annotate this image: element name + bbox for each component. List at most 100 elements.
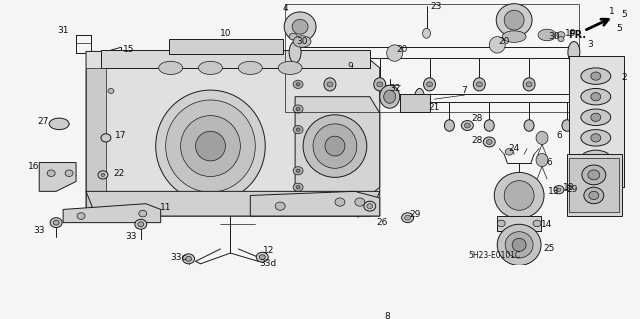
Ellipse shape xyxy=(180,115,241,176)
Circle shape xyxy=(465,123,470,128)
Ellipse shape xyxy=(238,61,262,74)
Circle shape xyxy=(293,105,303,113)
Circle shape xyxy=(108,88,114,93)
Polygon shape xyxy=(63,204,161,223)
Circle shape xyxy=(582,165,605,185)
Circle shape xyxy=(182,254,195,264)
Circle shape xyxy=(138,222,144,227)
Text: 14: 14 xyxy=(541,220,553,229)
Circle shape xyxy=(135,219,147,229)
Text: 26: 26 xyxy=(376,218,387,227)
Circle shape xyxy=(50,218,62,227)
Circle shape xyxy=(591,134,601,142)
Text: 12: 12 xyxy=(262,246,274,255)
Ellipse shape xyxy=(292,19,308,34)
Bar xyxy=(497,216,541,231)
Ellipse shape xyxy=(581,109,611,125)
Ellipse shape xyxy=(384,90,396,103)
Text: 11: 11 xyxy=(160,203,172,212)
Text: 33: 33 xyxy=(125,232,136,241)
Ellipse shape xyxy=(324,78,336,91)
Text: 6: 6 xyxy=(546,158,552,167)
Text: 33d: 33d xyxy=(260,259,277,268)
Ellipse shape xyxy=(581,150,611,167)
Ellipse shape xyxy=(502,31,526,42)
Ellipse shape xyxy=(538,29,556,41)
Circle shape xyxy=(296,128,300,131)
Text: 13: 13 xyxy=(548,187,560,196)
Ellipse shape xyxy=(524,120,534,131)
Text: 5: 5 xyxy=(621,10,627,19)
Circle shape xyxy=(591,93,601,101)
Circle shape xyxy=(355,198,365,206)
Circle shape xyxy=(402,213,413,223)
Circle shape xyxy=(404,215,411,220)
Text: 9: 9 xyxy=(347,62,353,71)
Circle shape xyxy=(259,255,265,260)
Text: 10: 10 xyxy=(220,29,231,38)
Text: 33c: 33c xyxy=(170,253,187,262)
Circle shape xyxy=(584,187,604,204)
Polygon shape xyxy=(295,97,380,196)
Text: 28: 28 xyxy=(472,136,483,145)
Ellipse shape xyxy=(494,172,544,219)
Ellipse shape xyxy=(505,232,533,258)
Circle shape xyxy=(293,183,303,191)
Circle shape xyxy=(293,125,303,134)
Circle shape xyxy=(591,113,601,122)
Ellipse shape xyxy=(156,90,265,202)
Circle shape xyxy=(53,220,59,225)
Circle shape xyxy=(101,134,111,142)
Polygon shape xyxy=(86,191,380,216)
Circle shape xyxy=(557,188,561,191)
Ellipse shape xyxy=(380,85,399,108)
Circle shape xyxy=(526,82,532,87)
Ellipse shape xyxy=(166,100,255,192)
Ellipse shape xyxy=(581,88,611,105)
Ellipse shape xyxy=(512,238,526,251)
Circle shape xyxy=(426,82,433,87)
Polygon shape xyxy=(569,159,619,212)
Text: 31: 31 xyxy=(58,26,69,35)
Circle shape xyxy=(289,33,297,40)
Polygon shape xyxy=(86,51,380,216)
Ellipse shape xyxy=(504,181,534,210)
Circle shape xyxy=(293,167,303,175)
Ellipse shape xyxy=(198,61,223,74)
Text: 7: 7 xyxy=(461,86,467,95)
Circle shape xyxy=(296,83,300,86)
Ellipse shape xyxy=(374,78,386,91)
Circle shape xyxy=(296,169,300,172)
Polygon shape xyxy=(86,68,106,216)
Ellipse shape xyxy=(325,136,345,156)
Circle shape xyxy=(335,198,345,206)
Circle shape xyxy=(589,191,599,200)
Text: 18: 18 xyxy=(563,183,575,192)
Circle shape xyxy=(497,220,505,227)
Circle shape xyxy=(558,37,564,41)
Ellipse shape xyxy=(484,120,494,131)
Ellipse shape xyxy=(568,41,580,63)
Text: 28: 28 xyxy=(472,115,483,123)
Bar xyxy=(169,39,283,54)
Ellipse shape xyxy=(504,10,524,30)
Circle shape xyxy=(591,72,601,80)
Text: 20: 20 xyxy=(396,45,407,54)
Ellipse shape xyxy=(424,78,435,91)
Circle shape xyxy=(65,170,73,176)
Bar xyxy=(101,50,370,68)
Text: 30: 30 xyxy=(548,32,560,41)
Circle shape xyxy=(557,32,565,38)
Text: 4: 4 xyxy=(282,4,288,13)
Ellipse shape xyxy=(284,12,316,41)
Circle shape xyxy=(77,213,85,219)
Text: 5H23-E0101C: 5H23-E0101C xyxy=(468,251,520,260)
Ellipse shape xyxy=(562,120,572,131)
Circle shape xyxy=(293,80,303,88)
Circle shape xyxy=(296,108,300,111)
Circle shape xyxy=(101,173,105,176)
Circle shape xyxy=(588,170,600,180)
Ellipse shape xyxy=(415,88,424,108)
Polygon shape xyxy=(39,163,76,191)
Text: 25: 25 xyxy=(543,244,555,254)
